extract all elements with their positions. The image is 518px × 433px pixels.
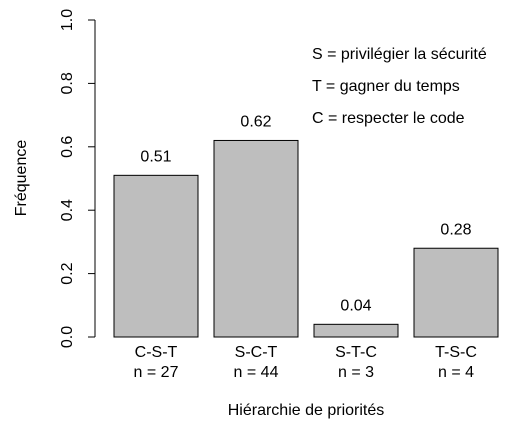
annotation: C = respecter le code [312,110,465,127]
sample-size-label: n = 3 [338,364,374,381]
y-tick-label: 0.0 [59,326,76,348]
y-axis-label: Fréquence [13,140,30,217]
bar [213,139,299,338]
x-tick-label: C-S-T [135,344,178,361]
annotation: S = privilégier la sécurité [312,46,487,63]
value-label: 0.28 [440,221,471,238]
y-tick-label: 0.4 [59,199,76,221]
x-axis-label: Hiérarchie de priorités [228,402,385,419]
bar [113,174,199,338]
annotation: T = gagner du temps [312,78,460,95]
x-tick-label: S-C-T [235,344,278,361]
y-tick-label: 1.0 [59,9,76,31]
value-label: 0.51 [140,149,171,166]
x-tick-label: T-S-C [435,344,477,361]
y-tick-label: 0.2 [59,262,76,284]
sample-size-label: n = 4 [438,364,474,381]
y-tick-label: 0.8 [59,72,76,94]
bar [313,323,399,338]
sample-size-label: n = 27 [134,364,179,381]
sample-size-label: n = 44 [234,364,279,381]
x-tick-label: S-T-C [335,344,377,361]
value-label: 0.04 [340,298,371,315]
bar [413,247,499,338]
value-label: 0.62 [240,114,271,131]
y-tick-label: 0.6 [59,136,76,158]
